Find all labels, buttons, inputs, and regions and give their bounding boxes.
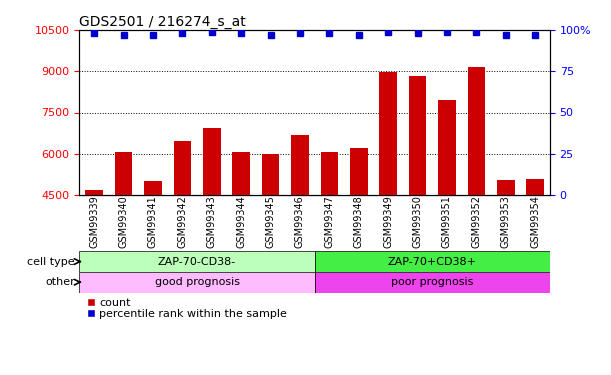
Bar <box>350 148 368 319</box>
Text: GSM99343: GSM99343 <box>207 195 217 248</box>
Text: GSM99340: GSM99340 <box>119 195 128 248</box>
Bar <box>144 181 162 319</box>
Text: GSM99346: GSM99346 <box>295 195 305 248</box>
Bar <box>321 152 338 319</box>
Text: cell type: cell type <box>27 256 75 267</box>
Bar <box>379 72 397 319</box>
Text: ZAP-70+CD38+: ZAP-70+CD38+ <box>388 256 477 267</box>
Text: ZAP-70-CD38-: ZAP-70-CD38- <box>158 256 236 267</box>
Bar <box>438 100 456 319</box>
Bar <box>174 141 191 319</box>
Text: GSM99342: GSM99342 <box>177 195 188 248</box>
Text: poor prognosis: poor prognosis <box>391 277 474 287</box>
Bar <box>526 178 544 319</box>
Text: GSM99348: GSM99348 <box>354 195 364 248</box>
Text: GSM99349: GSM99349 <box>383 195 393 248</box>
Bar <box>79 272 315 292</box>
Text: GSM99344: GSM99344 <box>236 195 246 248</box>
Bar <box>262 154 279 319</box>
Text: good prognosis: good prognosis <box>155 277 240 287</box>
Bar <box>115 152 133 319</box>
Bar <box>86 189 103 319</box>
Text: GSM99347: GSM99347 <box>324 195 334 248</box>
Bar <box>497 180 514 319</box>
Bar <box>232 152 250 319</box>
Text: GSM99345: GSM99345 <box>266 195 276 248</box>
Bar <box>467 67 485 319</box>
Text: GSM99341: GSM99341 <box>148 195 158 248</box>
Text: GSM99352: GSM99352 <box>472 195 481 248</box>
Text: GDS2501 / 216274_s_at: GDS2501 / 216274_s_at <box>79 15 246 29</box>
Bar <box>291 135 309 319</box>
Bar <box>315 272 550 292</box>
Text: GSM99353: GSM99353 <box>501 195 511 248</box>
Bar <box>409 76 426 319</box>
Text: GSM99339: GSM99339 <box>89 195 99 248</box>
Bar <box>203 128 221 319</box>
Text: GSM99350: GSM99350 <box>412 195 423 248</box>
Bar <box>79 251 315 272</box>
Bar <box>315 251 550 272</box>
Legend: count, percentile rank within the sample: count, percentile rank within the sample <box>85 298 287 319</box>
Text: GSM99354: GSM99354 <box>530 195 540 248</box>
Text: other: other <box>45 277 75 287</box>
Text: GSM99351: GSM99351 <box>442 195 452 248</box>
